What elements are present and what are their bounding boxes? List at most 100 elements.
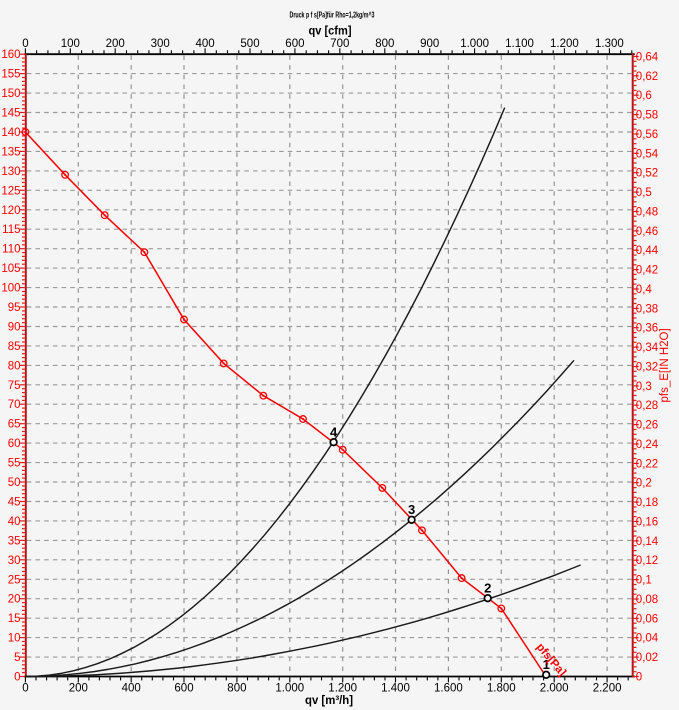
svg-text:600: 600 — [285, 38, 304, 50]
svg-text:0,4: 0,4 — [636, 284, 653, 296]
svg-text:2.200: 2.200 — [593, 683, 622, 695]
svg-text:85: 85 — [8, 341, 21, 353]
svg-text:150: 150 — [1, 88, 20, 100]
svg-text:1.200: 1.200 — [328, 683, 357, 695]
svg-text:5: 5 — [14, 652, 20, 664]
svg-text:90: 90 — [8, 322, 21, 334]
svg-text:0,58: 0,58 — [636, 110, 658, 122]
svg-text:400: 400 — [122, 683, 141, 695]
svg-text:65: 65 — [8, 419, 21, 431]
svg-text:45: 45 — [8, 497, 21, 509]
svg-text:100: 100 — [61, 38, 80, 50]
svg-text:0,12: 0,12 — [636, 555, 658, 567]
svg-text:pfs_E[IN H2O]: pfs_E[IN H2O] — [659, 328, 671, 402]
svg-text:15: 15 — [8, 613, 21, 625]
svg-text:0,16: 0,16 — [636, 517, 658, 529]
svg-text:3: 3 — [408, 502, 415, 517]
svg-text:400: 400 — [196, 38, 215, 50]
svg-text:1.800: 1.800 — [487, 683, 516, 695]
svg-text:30: 30 — [8, 555, 21, 567]
svg-text:70: 70 — [8, 399, 21, 411]
svg-text:500: 500 — [240, 38, 259, 50]
svg-text:0,34: 0,34 — [636, 342, 659, 354]
svg-text:700: 700 — [330, 38, 349, 50]
svg-text:0,64: 0,64 — [636, 52, 659, 64]
svg-text:1.000: 1.000 — [275, 683, 304, 695]
svg-text:0,14: 0,14 — [636, 536, 659, 548]
svg-text:900: 900 — [420, 38, 439, 50]
svg-text:0: 0 — [636, 672, 642, 684]
svg-text:145: 145 — [1, 108, 20, 120]
svg-text:0,44: 0,44 — [636, 245, 659, 257]
svg-text:135: 135 — [1, 146, 20, 158]
svg-text:0,1: 0,1 — [636, 575, 652, 587]
svg-text:0,08: 0,08 — [636, 594, 658, 606]
svg-text:35: 35 — [8, 535, 21, 547]
svg-text:115: 115 — [2, 224, 20, 236]
svg-text:0,36: 0,36 — [636, 323, 658, 335]
svg-text:0: 0 — [14, 672, 20, 684]
svg-text:155: 155 — [1, 69, 20, 81]
svg-text:0,02: 0,02 — [636, 652, 658, 664]
svg-text:1.000: 1.000 — [460, 38, 489, 50]
svg-text:0,42: 0,42 — [636, 265, 658, 277]
svg-text:qv [cfm]: qv [cfm] — [309, 24, 352, 38]
svg-text:0,3: 0,3 — [636, 381, 652, 393]
svg-text:95: 95 — [8, 302, 21, 314]
svg-text:105: 105 — [1, 263, 20, 275]
svg-text:800: 800 — [375, 38, 394, 50]
svg-text:0,2: 0,2 — [636, 478, 652, 490]
svg-text:0,48: 0,48 — [636, 207, 658, 219]
svg-text:160: 160 — [1, 49, 20, 61]
svg-text:0,24: 0,24 — [636, 439, 659, 451]
svg-text:0,06: 0,06 — [636, 613, 658, 625]
svg-text:0: 0 — [22, 38, 28, 50]
svg-text:80: 80 — [8, 360, 21, 372]
svg-text:140: 140 — [1, 127, 20, 139]
svg-text:60: 60 — [8, 438, 21, 450]
svg-text:200: 200 — [69, 683, 88, 695]
svg-text:4: 4 — [330, 424, 338, 439]
svg-text:0,26: 0,26 — [636, 420, 658, 432]
svg-text:75: 75 — [8, 380, 21, 392]
svg-text:0,6: 0,6 — [636, 90, 652, 102]
svg-text:0,5: 0,5 — [636, 187, 652, 199]
svg-text:125: 125 — [1, 185, 20, 197]
svg-text:300: 300 — [151, 38, 170, 50]
svg-text:0,18: 0,18 — [636, 497, 658, 509]
svg-text:10: 10 — [8, 633, 21, 645]
svg-text:110: 110 — [2, 244, 20, 256]
svg-text:2.000: 2.000 — [540, 683, 569, 695]
svg-text:1.300: 1.300 — [595, 38, 624, 50]
svg-text:0: 0 — [22, 683, 28, 695]
svg-text:0,38: 0,38 — [636, 303, 658, 315]
svg-text:1.600: 1.600 — [434, 683, 463, 695]
svg-text:Druck p f s[Pa]für Rho=1,2kg/m: Druck p f s[Pa]für Rho=1,2kg/m^3 — [290, 11, 375, 20]
svg-text:qv [m³/h]: qv [m³/h] — [305, 693, 353, 707]
svg-text:55: 55 — [8, 458, 21, 470]
svg-text:0,46: 0,46 — [636, 226, 658, 238]
svg-text:120: 120 — [1, 205, 20, 217]
svg-text:100: 100 — [1, 283, 20, 295]
svg-text:0,56: 0,56 — [636, 129, 658, 141]
svg-text:1.400: 1.400 — [381, 683, 410, 695]
svg-text:0,22: 0,22 — [636, 458, 658, 470]
svg-text:40: 40 — [8, 516, 21, 528]
svg-text:0,32: 0,32 — [636, 362, 658, 374]
svg-text:0,54: 0,54 — [636, 148, 659, 160]
svg-text:130: 130 — [1, 166, 20, 178]
svg-text:800: 800 — [227, 683, 246, 695]
svg-text:1.100: 1.100 — [505, 38, 534, 50]
svg-text:20: 20 — [8, 594, 21, 606]
svg-text:600: 600 — [174, 683, 193, 695]
svg-text:0,28: 0,28 — [636, 400, 658, 412]
svg-text:0,52: 0,52 — [636, 168, 658, 180]
svg-text:25: 25 — [8, 574, 21, 586]
svg-text:200: 200 — [106, 38, 125, 50]
svg-text:0,62: 0,62 — [636, 71, 658, 83]
svg-text:1: 1 — [543, 657, 550, 672]
svg-text:1.200: 1.200 — [550, 38, 579, 50]
svg-text:50: 50 — [8, 477, 21, 489]
svg-text:2: 2 — [484, 580, 491, 595]
svg-text:0,04: 0,04 — [636, 633, 659, 645]
